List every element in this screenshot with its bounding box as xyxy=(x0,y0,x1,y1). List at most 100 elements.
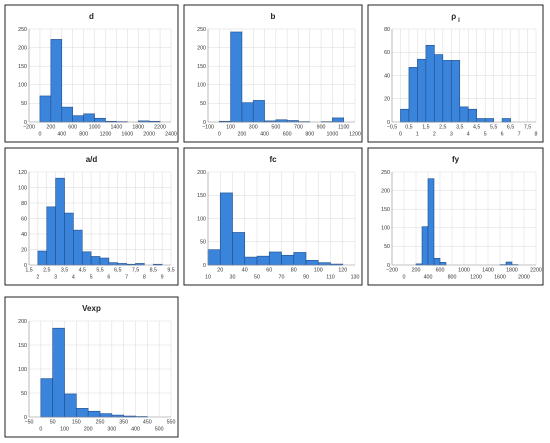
y-tick-label: 20 xyxy=(21,247,27,253)
histogram-bar xyxy=(252,100,265,123)
histogram-bar xyxy=(467,108,478,123)
y-tick-label: 50 xyxy=(21,101,27,107)
x-tick-label: 0 xyxy=(39,427,42,433)
histogram-bar xyxy=(421,226,429,266)
chart-title-subscript: l xyxy=(458,18,460,24)
x-tick-label: 1200 xyxy=(100,132,112,138)
y-tick-label: 200 xyxy=(197,45,206,51)
x-tick-label: 90 xyxy=(303,275,309,281)
histogram-bar xyxy=(434,54,444,123)
y-tick-label: 200 xyxy=(197,170,206,176)
x-tick-label: 5,5 xyxy=(490,125,497,131)
y-tick-label: 60 xyxy=(21,216,27,222)
x-tick-label: 300 xyxy=(107,427,116,433)
x-tick-label: 4 xyxy=(467,132,470,138)
x-tick-label: 800 xyxy=(79,132,88,138)
histogram-bar xyxy=(317,262,331,266)
x-tick-label: 120 xyxy=(338,268,347,274)
histogram-bar xyxy=(505,261,513,266)
x-tick-label: 700 xyxy=(294,125,303,131)
histogram-bar xyxy=(52,327,65,418)
y-tick-label: 150 xyxy=(18,64,27,70)
x-tick-label: 400 xyxy=(260,132,269,138)
x-tick-label: 6,5 xyxy=(507,125,514,131)
histogram-bar xyxy=(40,378,53,418)
histogram-panel: ρ l 0 20 40 60 80 −0,5 0,5 1,5 2,5 3,5 4,5 5,5 6,5 7,5 0… xyxy=(367,4,544,143)
x-tick-label: 0,5 xyxy=(405,125,412,131)
x-tick-label: 7,5 xyxy=(524,125,531,131)
histogram-panel: d 0 50 100 150 200 250 −200 200 600 1000 1400 1800 22… xyxy=(4,4,179,143)
histogram-bar xyxy=(61,106,73,123)
x-tick-label: 1600 xyxy=(494,275,506,281)
y-tick-label: 0 xyxy=(24,415,27,421)
x-tick-label: 60 xyxy=(266,268,272,274)
y-tick-label: 0 xyxy=(203,120,206,126)
y-tick-label: 150 xyxy=(197,193,206,199)
histogram-bar xyxy=(81,251,92,266)
y-tick-label: 200 xyxy=(18,319,27,325)
x-tick-label: 200 xyxy=(46,125,55,131)
y-tick-label: 150 xyxy=(197,64,206,70)
histogram-bar xyxy=(64,393,77,418)
y-tick-label: 50 xyxy=(21,391,27,397)
histogram-bar xyxy=(459,106,469,123)
histogram-bar xyxy=(241,102,254,123)
x-tick-label: 6 xyxy=(107,275,110,281)
y-tick-label: 0 xyxy=(387,120,390,126)
chart-title: d xyxy=(89,12,94,21)
histogram-bar xyxy=(94,117,106,123)
chart-title: fc xyxy=(269,155,277,164)
x-tick-label: −0,5 xyxy=(387,125,398,131)
x-tick-label: 2000 xyxy=(518,275,530,281)
histogram-bar xyxy=(87,410,101,418)
x-tick-label: 2 xyxy=(433,132,436,138)
x-tick-label: 1200 xyxy=(349,132,361,138)
histogram-bar xyxy=(99,257,110,266)
histogram-bar xyxy=(46,206,56,266)
y-tick-label: 100 xyxy=(18,83,27,89)
x-tick-label: 600 xyxy=(436,268,445,274)
histogram-bar xyxy=(293,252,307,266)
histogram-bar xyxy=(64,212,74,266)
histogram-panel: a/d 0 20 40 60 80 100 120 1,5 2,5 3,5 4,5 5,5 6,5 7,5 8… xyxy=(4,147,179,286)
y-tick-label: 100 xyxy=(381,226,390,232)
x-tick-label: 50 xyxy=(254,275,260,281)
histogram-bar xyxy=(408,67,418,123)
x-tick-label: 400 xyxy=(131,427,140,433)
x-tick-label: 100 xyxy=(314,268,323,274)
x-tick-label: 4,5 xyxy=(473,125,480,131)
histogram-bar xyxy=(256,255,270,266)
y-tick-label: 250 xyxy=(197,27,206,33)
x-tick-label: 10 xyxy=(205,275,211,281)
x-tick-label: 800 xyxy=(305,132,314,138)
y-tick-label: 0 xyxy=(24,120,27,126)
x-tick-label: 4 xyxy=(72,275,75,281)
x-tick-label: 300 xyxy=(249,125,258,131)
histogram-bar xyxy=(55,177,65,266)
histogram-bar xyxy=(268,251,282,266)
y-tick-label: 250 xyxy=(381,170,390,176)
x-tick-label: 1800 xyxy=(506,268,518,274)
y-tick-label: 80 xyxy=(21,201,27,207)
x-tick-label: 1200 xyxy=(470,275,482,281)
histogram-bar xyxy=(442,60,452,123)
x-tick-label: −50 xyxy=(25,420,34,426)
y-tick-label: 80 xyxy=(384,27,390,33)
histogram-bar xyxy=(73,229,83,266)
x-tick-label: 1600 xyxy=(121,132,133,138)
x-tick-label: 400 xyxy=(57,132,66,138)
x-tick-label: 1800 xyxy=(132,125,144,131)
x-tick-label: −200 xyxy=(386,268,398,274)
x-tick-label: 1000 xyxy=(458,268,470,274)
x-tick-label: 1 xyxy=(416,132,419,138)
histogram-bar xyxy=(99,413,113,418)
x-tick-label: 70 xyxy=(279,275,285,281)
histogram-panel: b 0 50 100 150 200 250 −100 100 300 500 700 900 1100 0… xyxy=(183,4,363,143)
x-tick-label: 0 xyxy=(218,132,221,138)
y-tick-label: 60 xyxy=(384,50,390,56)
x-tick-label: 600 xyxy=(283,132,292,138)
x-tick-label: 150 xyxy=(72,420,81,426)
